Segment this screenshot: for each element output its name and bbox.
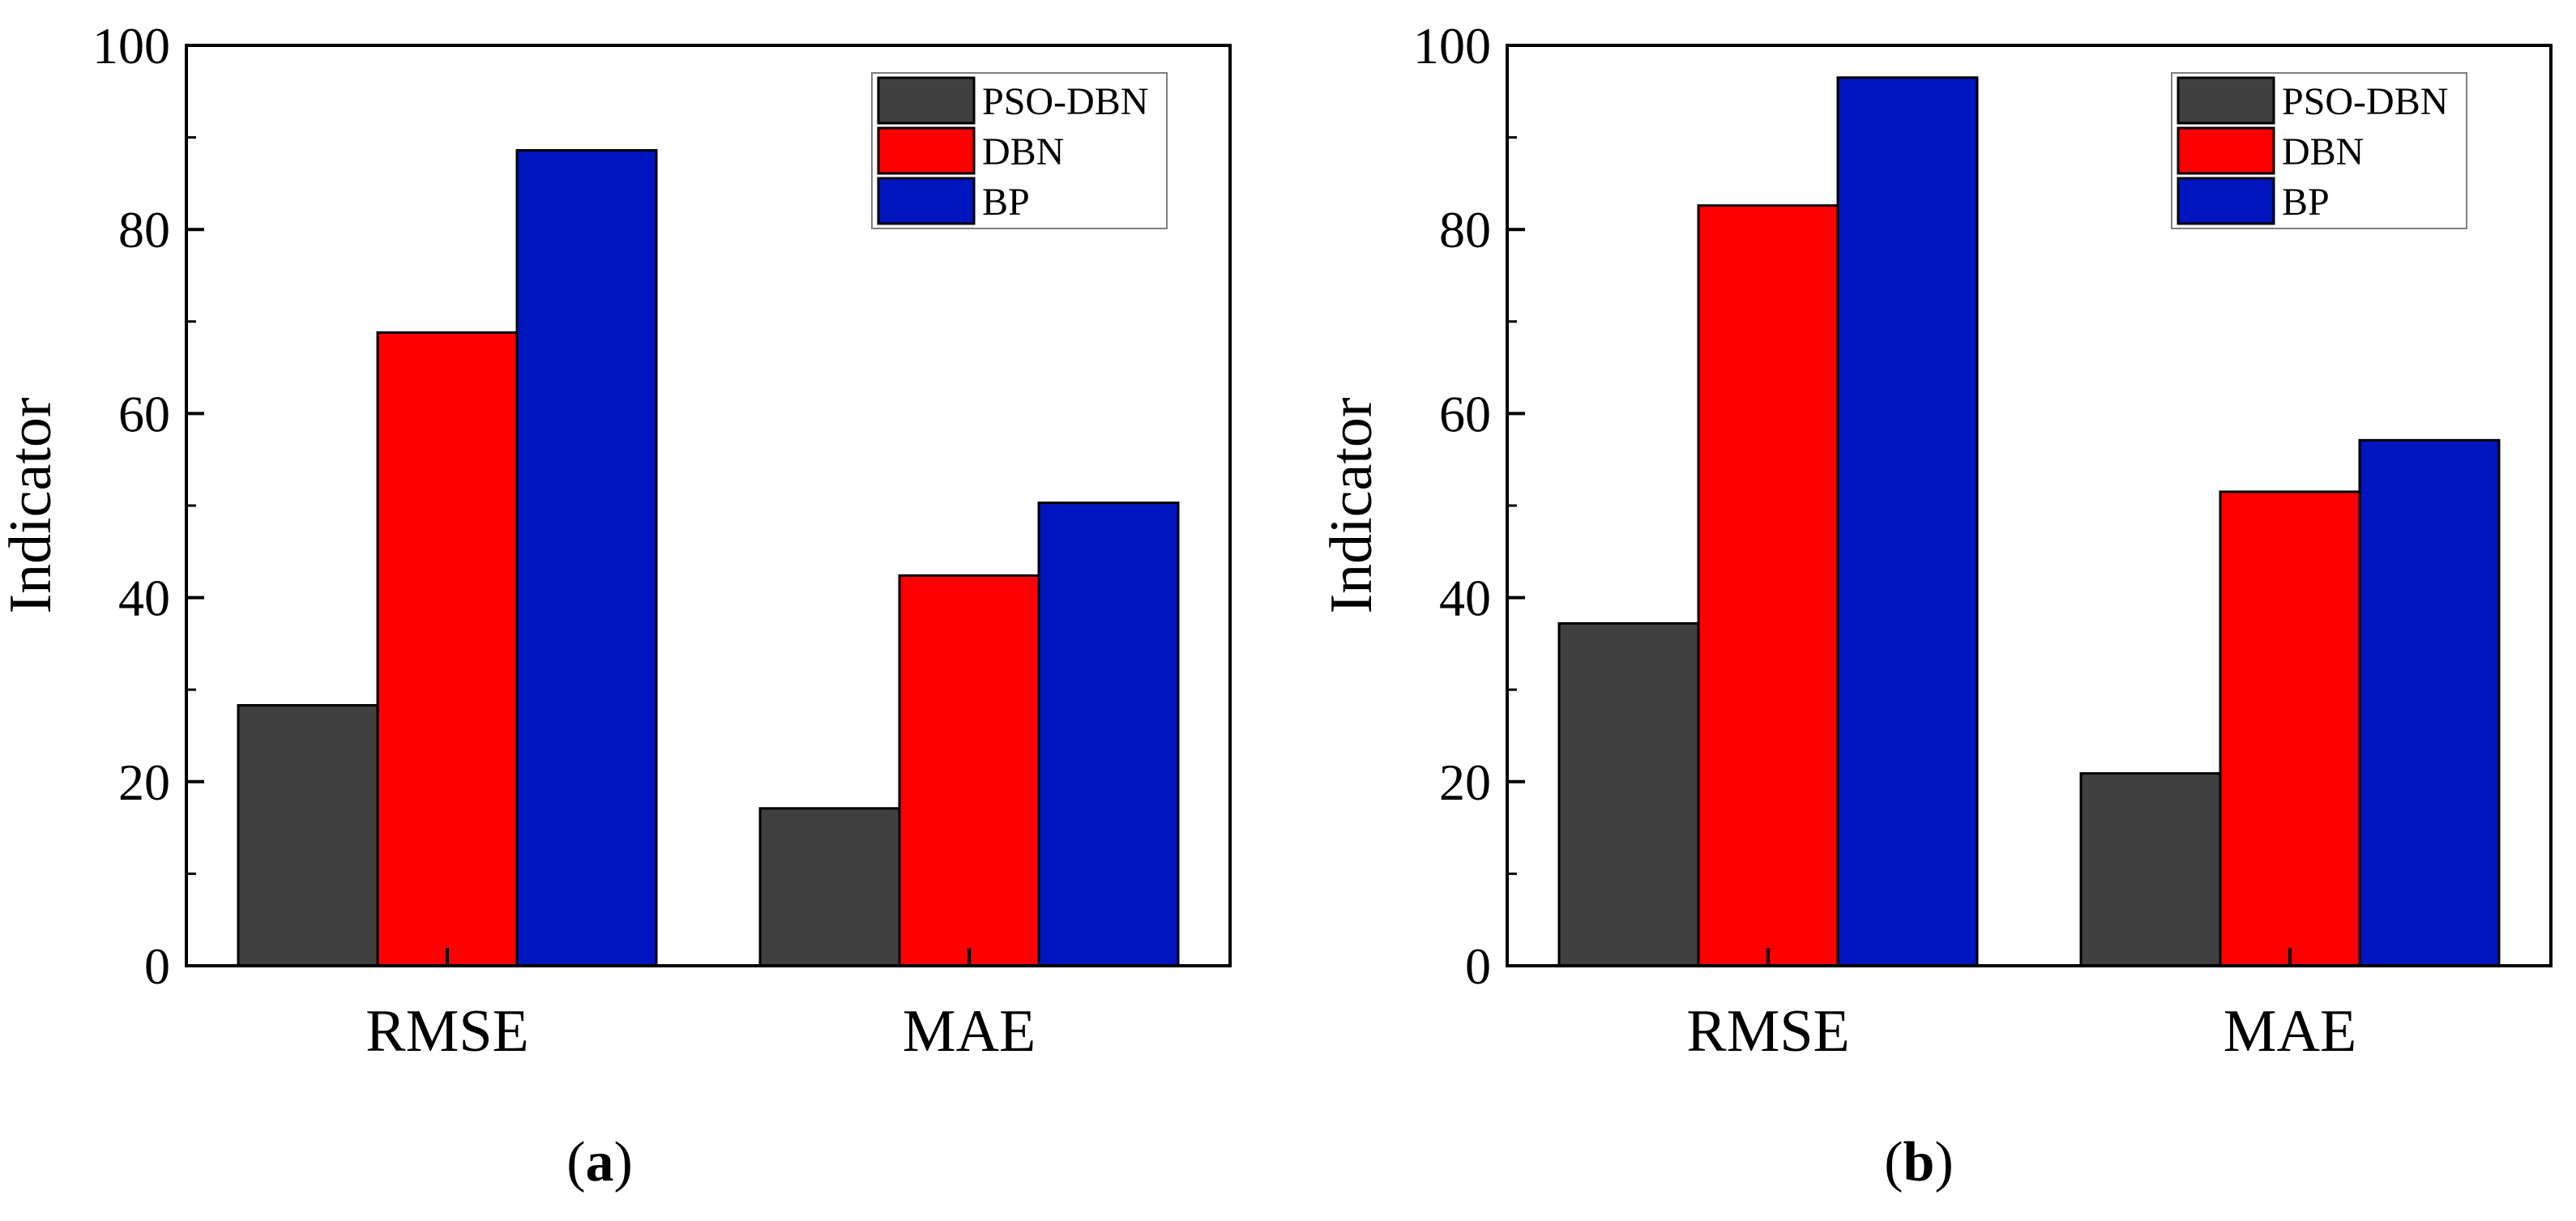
legend-swatch-pso-dbn xyxy=(877,76,976,125)
legend: PSO-DBN DBN BP xyxy=(2171,72,2467,229)
bar-pso-dbn-rmse xyxy=(237,704,379,967)
x-tick-label-rmse: RMSE xyxy=(1686,998,1850,1065)
legend-swatch-bp xyxy=(2177,177,2275,225)
y-tick-label: 100 xyxy=(1413,17,1491,75)
caption-a: (a) xyxy=(566,1131,633,1193)
y-tick-label: 40 xyxy=(118,570,170,627)
y-tick-label: 60 xyxy=(1439,385,1491,442)
legend-label-dbn: DBN xyxy=(982,130,1064,173)
legend-swatch-pso-dbn xyxy=(2177,76,2275,125)
legend-label-pso-dbn: PSO-DBN xyxy=(2282,80,2448,123)
x-tick-label-mae: MAE xyxy=(903,998,1036,1065)
x-tick-label-mae: MAE xyxy=(2224,998,2356,1065)
y-tick-label: 60 xyxy=(118,385,170,442)
y-tick-label: 80 xyxy=(118,201,170,258)
legend-label-dbn: DBN xyxy=(2282,130,2364,173)
bar-bp-rmse xyxy=(1836,76,1979,967)
y-tick-label: 20 xyxy=(1439,754,1491,811)
bar-bp-mae xyxy=(1037,502,1180,967)
y-tick-label: 100 xyxy=(92,17,170,75)
y-tick-label: 0 xyxy=(1465,937,1491,995)
bar-pso-dbn-mae xyxy=(2079,772,2222,967)
y-tick-label: 20 xyxy=(118,754,170,811)
caption-a-letter: a xyxy=(585,1131,614,1193)
legend-swatch-dbn xyxy=(2177,126,2275,175)
legend-label-bp: BP xyxy=(2282,181,2330,224)
y-axis-label: Indicator xyxy=(1318,397,1385,613)
bar-bp-rmse xyxy=(515,149,658,967)
bar-pso-dbn-rmse xyxy=(1557,621,1700,967)
caption-b: (b) xyxy=(1884,1131,1954,1193)
chart-panel-b: 0 20 40 60 80 100 RMSE MAE Indicator PSO-DBN DBN BP xyxy=(1318,17,2553,1065)
caption-b-letter: b xyxy=(1903,1131,1935,1193)
bar-bp-mae xyxy=(2358,438,2501,967)
legend-label-bp: BP xyxy=(982,181,1030,224)
bar-dbn-rmse xyxy=(1697,204,1839,967)
bar-dbn-mae xyxy=(2219,490,2361,967)
legend-swatch-dbn xyxy=(877,126,976,175)
x-tick-label-rmse: RMSE xyxy=(365,998,529,1065)
bar-dbn-rmse xyxy=(376,331,519,967)
legend-label-pso-dbn: PSO-DBN xyxy=(982,80,1148,123)
y-tick-label: 0 xyxy=(144,937,170,995)
bar-dbn-mae xyxy=(898,574,1040,967)
bar-pso-dbn-mae xyxy=(758,807,901,967)
legend: PSO-DBN DBN BP xyxy=(871,72,1168,229)
y-tick-label: 80 xyxy=(1439,201,1491,258)
chart-panel-a: 0 20 40 60 80 100 RMSE MAE Indicator PSO-DBN DBN BP xyxy=(0,17,1232,1065)
y-axis-label: Indicator xyxy=(0,397,64,613)
legend-swatch-bp xyxy=(877,177,976,225)
y-tick-label: 40 xyxy=(1439,570,1491,627)
